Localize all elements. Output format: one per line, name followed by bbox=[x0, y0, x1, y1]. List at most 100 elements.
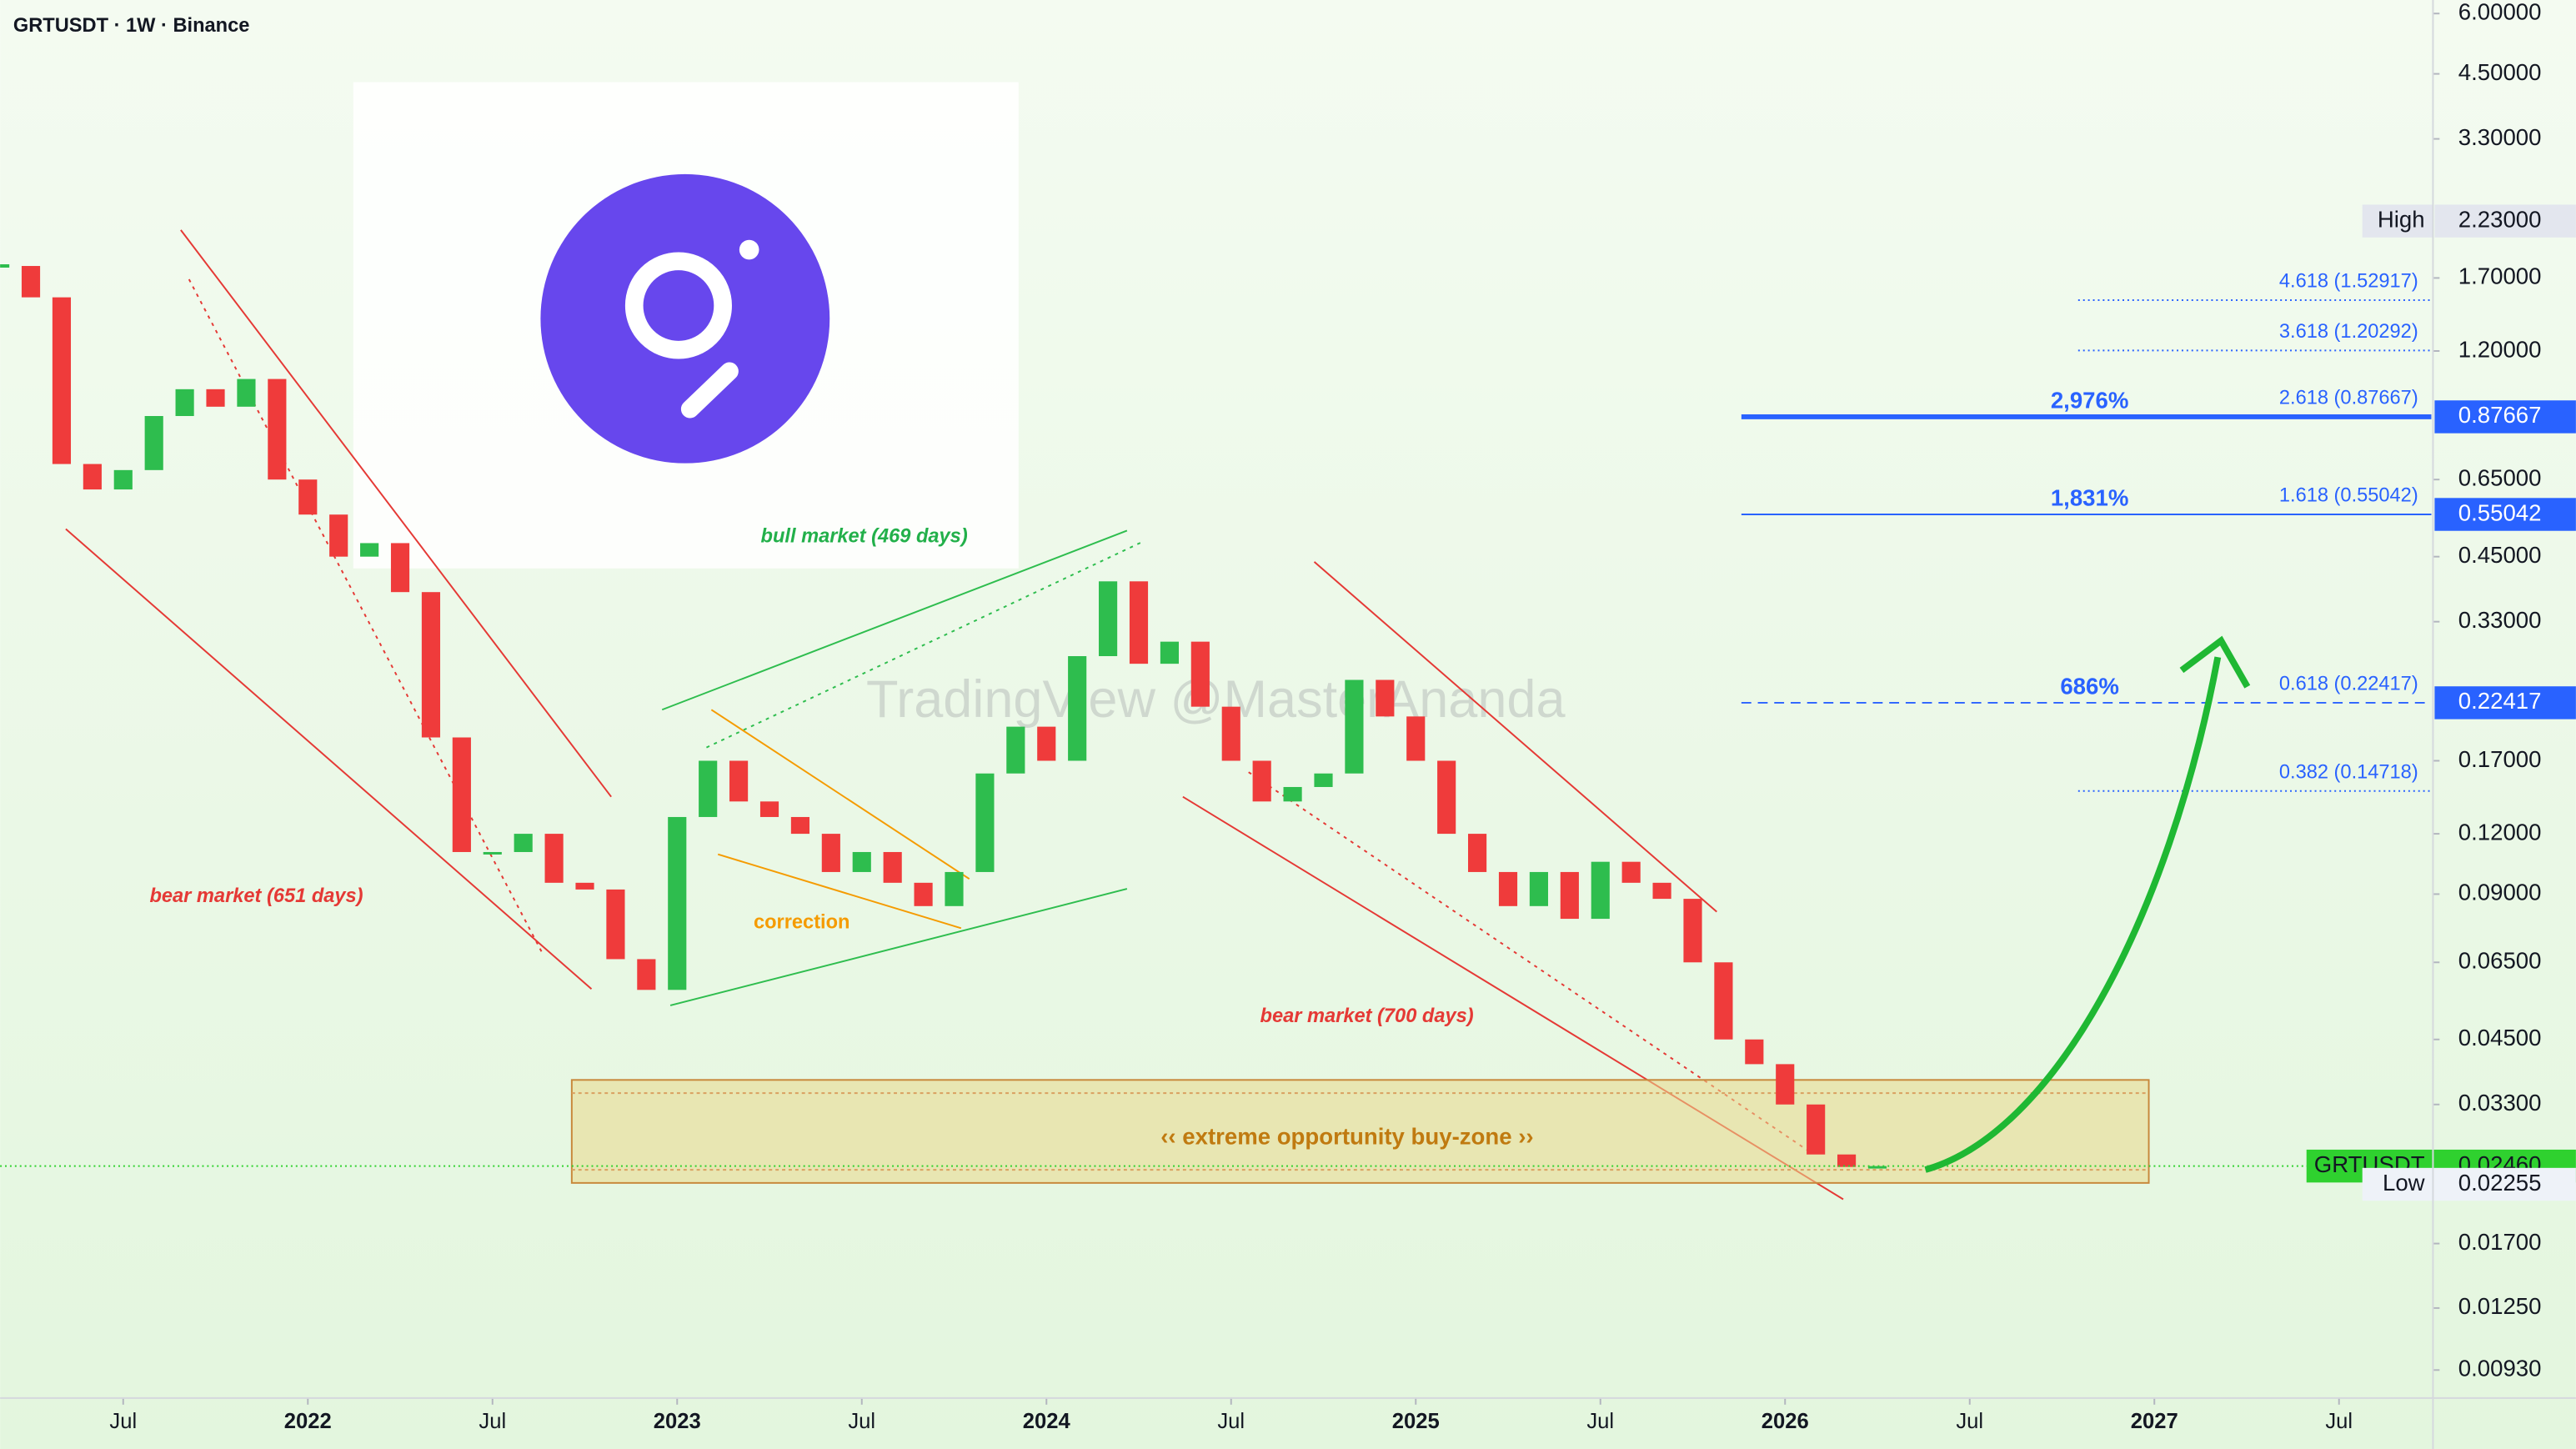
candle bbox=[83, 464, 102, 490]
candle bbox=[914, 882, 933, 906]
candle bbox=[1190, 641, 1210, 707]
candle bbox=[1345, 679, 1364, 774]
candle bbox=[544, 834, 564, 883]
candle bbox=[821, 834, 840, 872]
price-label: 0.87667 bbox=[2458, 402, 2542, 428]
logo-ring bbox=[624, 252, 732, 359]
candle bbox=[329, 514, 348, 557]
trend-line bbox=[1248, 771, 1808, 1151]
fib-label: 3.618 (1.20292) bbox=[2279, 321, 2418, 343]
x-tick-label: Jul bbox=[109, 1410, 137, 1433]
candle bbox=[975, 773, 995, 872]
candle bbox=[790, 816, 810, 835]
x-tick-label: 2026 bbox=[1762, 1410, 1809, 1433]
y-tick-label: 0.33000 bbox=[2458, 607, 2542, 633]
logo-handle bbox=[680, 362, 739, 419]
candle bbox=[1376, 679, 1395, 717]
candle bbox=[1867, 1166, 1887, 1169]
candle bbox=[268, 379, 287, 480]
price-label: 0.55042 bbox=[2458, 499, 2542, 525]
fib-label: 0.618 (0.22417) bbox=[2279, 674, 2418, 695]
marker-name: Low bbox=[2383, 1170, 2425, 1196]
price-label-box bbox=[2434, 498, 2576, 531]
y-tick-label: 0.00930 bbox=[2458, 1356, 2542, 1381]
candle bbox=[1437, 760, 1456, 835]
candle bbox=[606, 889, 625, 960]
candle bbox=[1776, 1064, 1795, 1105]
candle bbox=[1560, 871, 1579, 920]
candle bbox=[21, 266, 41, 298]
trend-line bbox=[180, 229, 612, 798]
candle bbox=[452, 737, 471, 852]
x-tick-label: 2025 bbox=[1392, 1410, 1440, 1433]
candle bbox=[637, 959, 656, 990]
candle bbox=[298, 479, 318, 515]
arrow bbox=[1924, 656, 2222, 1173]
candle bbox=[668, 816, 687, 990]
x-tick-label: Jul bbox=[479, 1410, 506, 1433]
price-label-box bbox=[2434, 204, 2576, 238]
candle bbox=[175, 389, 194, 417]
fib-label: 2.618 (0.87667) bbox=[2279, 388, 2418, 409]
candle bbox=[483, 851, 502, 855]
trend-line bbox=[188, 278, 544, 954]
annotation: bull market (469 days) bbox=[761, 526, 968, 548]
candle bbox=[514, 834, 533, 852]
fib-gain: 1,831% bbox=[2051, 485, 2129, 511]
x-tick-label: Jul bbox=[1956, 1410, 1983, 1433]
marker-price: 2.23000 bbox=[2458, 206, 2542, 232]
fib-label: 0.382 (0.14718) bbox=[2279, 761, 2418, 783]
candle bbox=[729, 760, 749, 802]
annotation: bear market (651 days) bbox=[149, 885, 363, 907]
x-tick-label: Jul bbox=[848, 1410, 875, 1433]
y-tick-label: 3.30000 bbox=[2458, 124, 2542, 150]
y-tick-label: 0.03300 bbox=[2458, 1090, 2542, 1116]
price-label-box bbox=[2362, 1167, 2576, 1201]
candle bbox=[1160, 641, 1179, 664]
y-tick-label: 0.09000 bbox=[2458, 880, 2542, 905]
candle bbox=[1498, 871, 1518, 906]
candle bbox=[1529, 871, 1548, 906]
candle bbox=[1068, 655, 1087, 761]
fib-gain: 686% bbox=[2060, 673, 2119, 699]
watermark: TradingView @MasterAnanda bbox=[866, 670, 1566, 729]
y-tick-label: 0.65000 bbox=[2458, 464, 2542, 490]
logo bbox=[540, 173, 830, 464]
candle bbox=[1129, 581, 1149, 664]
candle bbox=[1406, 716, 1426, 761]
fib-gain: 2,976% bbox=[2051, 388, 2129, 414]
y-tick-label: 0.06500 bbox=[2458, 948, 2542, 974]
candle bbox=[759, 801, 779, 817]
trend-line bbox=[1313, 561, 1717, 913]
price-label-box bbox=[2434, 400, 2576, 434]
arrow-head bbox=[2179, 635, 2251, 689]
candle bbox=[1837, 1154, 1857, 1167]
y-tick-label: 0.12000 bbox=[2458, 819, 2542, 845]
price-label-box bbox=[2434, 686, 2576, 719]
y-tick-label: 1.20000 bbox=[2458, 336, 2542, 362]
marker-name: High bbox=[2378, 206, 2425, 232]
trend-line bbox=[669, 888, 1128, 1006]
y-tick-label: 0.17000 bbox=[2458, 746, 2542, 772]
candle bbox=[1283, 786, 1302, 802]
candle bbox=[1745, 1039, 1764, 1065]
candle bbox=[206, 389, 225, 407]
trend-line bbox=[717, 853, 962, 930]
trend-line bbox=[706, 541, 1143, 749]
candle bbox=[1314, 773, 1333, 787]
candle bbox=[575, 882, 594, 890]
candle bbox=[1468, 834, 1487, 872]
x-tick-label: 2022 bbox=[284, 1410, 332, 1433]
candle bbox=[883, 851, 902, 883]
annotation: bear market (700 days) bbox=[1260, 1005, 1474, 1027]
annotation: correction bbox=[754, 912, 850, 934]
candle bbox=[1006, 726, 1025, 774]
candle bbox=[852, 851, 871, 872]
x-tick-label: Jul bbox=[1217, 1410, 1245, 1433]
candle bbox=[1591, 861, 1610, 920]
candle bbox=[52, 297, 72, 464]
candle bbox=[1807, 1104, 1826, 1155]
trend-line bbox=[661, 529, 1128, 711]
